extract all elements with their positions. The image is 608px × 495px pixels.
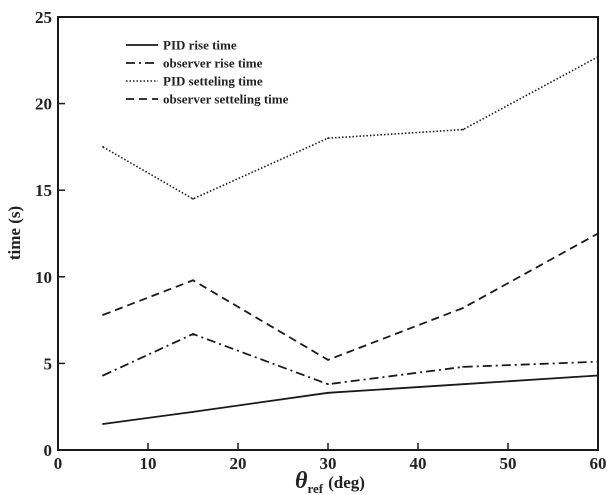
legend: PID rise time observer rise time PID sette… [126,38,289,107]
data-point [327,359,329,361]
data-point [597,232,599,235]
y-tick-label: 20 [35,95,52,114]
legend-label: PID setteling time [163,74,263,89]
data-point [192,279,194,282]
data-point [462,383,464,386]
x-axis-title-symbol: θ [295,468,308,494]
data-point [102,146,104,148]
data-point [192,410,194,413]
data-point [192,333,194,335]
x-axis-title-unit: (deg) [328,473,365,492]
series-lines [102,55,599,425]
data-point [192,197,194,200]
data-point [597,55,599,58]
data-point [597,360,599,363]
x-tick-label: 30 [320,454,337,473]
x-tick-label: 60 [590,454,607,473]
data-point [327,391,329,394]
y-tick-label: 25 [35,8,52,27]
x-axis-title: θref (deg) [295,468,365,495]
x-tick-label: 10 [140,454,157,473]
data-point [462,128,464,131]
y-tick-label: 10 [35,268,52,287]
x-tick-label: 20 [230,454,247,473]
data-point [462,365,464,368]
axis-ticks: 0 10 20 30 40 50 60 0 5 10 15 20 25 [35,8,607,473]
data-point [327,137,329,140]
y-tick-label: 15 [35,181,52,200]
data-point [102,374,104,377]
x-axis-title-subscript: ref [308,481,324,495]
series-line-2 [102,333,599,386]
legend-label: PID rise time [163,38,237,53]
data-point [102,314,104,316]
x-tick-label: 40 [410,454,427,473]
data-point [597,374,599,377]
data-point [102,423,104,425]
data-point [462,307,464,309]
series-line-3 [102,56,599,200]
x-tick-label: 50 [500,454,517,473]
series-line-1 [102,374,599,425]
legend-label: observer setteling time [163,92,289,107]
legend-label: observer rise time [163,56,263,71]
x-tick-label: 0 [54,454,63,473]
y-tick-label: 0 [44,441,53,460]
data-point [327,383,329,386]
y-tick-label: 5 [44,354,53,373]
y-axis-title: time (s) [5,206,24,260]
